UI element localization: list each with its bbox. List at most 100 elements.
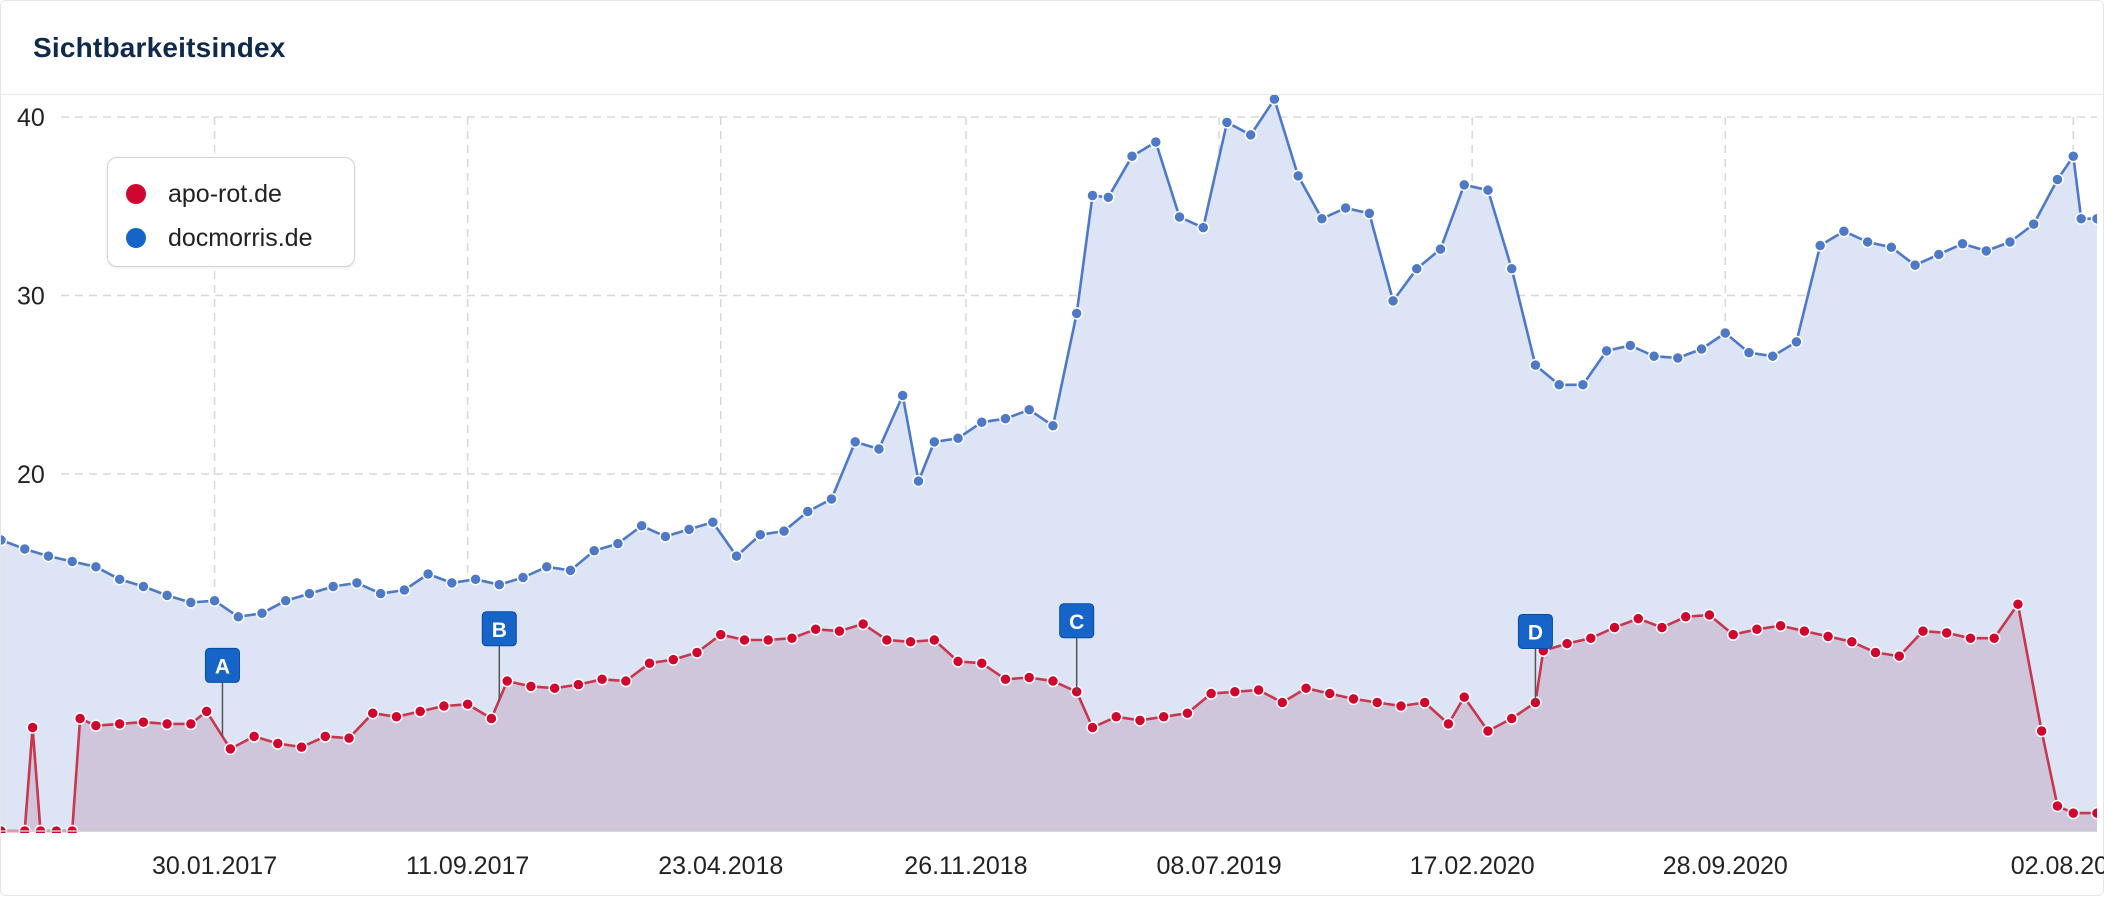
annotation-d-box	[1517, 613, 1553, 649]
docmorris-point-1	[18, 542, 31, 556]
apo-rot-point-37	[785, 631, 799, 645]
apo-rot-point-53	[1157, 710, 1170, 724]
docmorris-point-68	[1576, 378, 1590, 391]
docmorris-point-79	[1837, 224, 1851, 238]
docmorris-point-70	[1624, 339, 1637, 352]
docmorris-point-58	[1339, 201, 1352, 215]
docmorris-point-88	[2051, 173, 2064, 186]
apo-rot-point-43	[928, 633, 941, 647]
docmorris-point-80	[1861, 235, 1874, 249]
docmorris-point-81	[1885, 241, 1898, 254]
docmorris-point-47	[1086, 189, 1099, 202]
apo-rot-point-32	[667, 653, 680, 666]
apo-rot-point-94	[2090, 806, 2097, 820]
docmorris-point-53	[1220, 116, 1234, 129]
docmorris-point-18	[421, 567, 435, 581]
docmorris-point-82	[1908, 258, 1922, 272]
apo-rot-point-68	[1505, 712, 1518, 725]
docmorris-point-66	[1529, 358, 1542, 372]
apo-rot-point-89	[1987, 631, 2001, 645]
apo-rot-point-16	[295, 740, 308, 754]
docmorris-point-56	[1291, 169, 1305, 183]
apo-rot-point-75	[1655, 621, 1669, 634]
legend-item-apo-rot[interactable]: apo-rot.de	[126, 172, 354, 216]
apo-rot-point-81	[1798, 624, 1811, 638]
x-tick-label-5: 17.02.2020	[1410, 852, 1535, 880]
docmorris-point-57	[1315, 212, 1329, 225]
docmorris-point-50	[1149, 135, 1163, 149]
apo-rot-point-11	[184, 717, 198, 731]
legend-label-apo-rot: apo-rot.de	[168, 179, 282, 208]
docmorris-point-35	[825, 492, 838, 506]
x-tick-label-1: 11.09.2017	[406, 852, 529, 880]
legend-item-docmorris[interactable]: docmorris.de	[126, 216, 354, 260]
docmorris-point-72	[1671, 351, 1685, 365]
apo-rot-point-66	[1457, 690, 1471, 704]
chart-title: Sichtbarkeitsindex	[33, 31, 286, 63]
apo-rot-point-67	[1481, 724, 1495, 738]
apo-rot-point-31	[643, 656, 656, 670]
apo-rot-point-71	[1560, 637, 1574, 650]
apo-rot-point-54	[1181, 706, 1194, 720]
docmorris-point-55	[1268, 95, 1281, 106]
docmorris-point-77	[1790, 335, 1803, 349]
docmorris-point-26	[611, 537, 625, 550]
apo-rot-point-14	[247, 730, 261, 743]
docmorris-point-27	[635, 519, 648, 533]
x-tick-label-7: 02.08.2021	[2011, 852, 2104, 880]
apo-rot-point-63	[1394, 699, 1408, 713]
apo-rot-point-27	[548, 681, 561, 695]
docmorris-point-62	[1434, 242, 1447, 256]
docmorris-point-54	[1244, 128, 1257, 142]
apo-rot-point-20	[390, 710, 403, 724]
apo-rot-point-39	[833, 624, 846, 638]
docmorris-point-13	[303, 587, 316, 600]
docmorris-point-83	[1932, 248, 1946, 261]
docmorris-point-41	[951, 432, 965, 445]
docmorris-point-42	[975, 415, 989, 429]
apo-rot-point-80	[1774, 619, 1787, 632]
annotation-a-label: A	[215, 655, 230, 678]
apo-rot-point-90	[2011, 598, 2025, 611]
apo-rot-point-28	[572, 678, 585, 691]
apo-rot-point-74	[1632, 612, 1645, 625]
annotation-a-box	[204, 647, 240, 683]
apo-rot-point-26	[524, 680, 538, 693]
legend-label-docmorris: docmorris.de	[168, 223, 313, 252]
apo-rot-point-23	[461, 698, 474, 711]
apo-rot-point-65	[1442, 717, 1455, 731]
apo-rot-point-12	[200, 705, 213, 718]
apo-rot-point-50	[1086, 721, 1099, 734]
docmorris-point-89	[2067, 150, 2080, 163]
apo-rot-point-88	[1964, 631, 1977, 645]
apo-rot-point-34	[714, 628, 728, 641]
docmorris-point-40	[928, 435, 941, 449]
apo-rot-point-57	[1252, 683, 1265, 697]
annotation-c-box	[1059, 603, 1095, 639]
apo-rot-point-61	[1347, 692, 1360, 706]
apo-rot-point-84	[1869, 646, 1882, 659]
docmorris-point-3	[65, 555, 79, 568]
docmorris-point-75	[1742, 346, 1756, 359]
docmorris-point-36	[848, 435, 862, 449]
docmorris-point-30	[706, 515, 720, 529]
apo-rot-point-77	[1703, 608, 1716, 622]
docmorris-point-37	[872, 442, 886, 456]
docmorris-point-71	[1647, 349, 1661, 363]
apo-rot-point-38	[809, 623, 822, 636]
docmorris-point-25	[587, 544, 601, 558]
apo-rot-point-18	[342, 731, 356, 745]
apo-rot-point-83	[1845, 635, 1859, 649]
apo-rot-point-25	[500, 674, 514, 688]
docmorris-point-85	[1980, 244, 1993, 258]
docmorris-point-29	[682, 523, 696, 536]
x-tick-label-3: 26.11.2018	[904, 852, 1027, 880]
apo-rot-point-46	[999, 673, 1012, 686]
docmorris-point-5	[113, 573, 126, 586]
apo-rot-point-73	[1608, 621, 1621, 634]
x-tick-label-2: 23.04.2018	[658, 852, 783, 880]
apo-rot-point-91	[2035, 724, 2048, 738]
plot-area	[1, 95, 2097, 833]
docmorris-point-44	[1022, 403, 1036, 416]
docmorris-point-78	[1813, 239, 1827, 252]
